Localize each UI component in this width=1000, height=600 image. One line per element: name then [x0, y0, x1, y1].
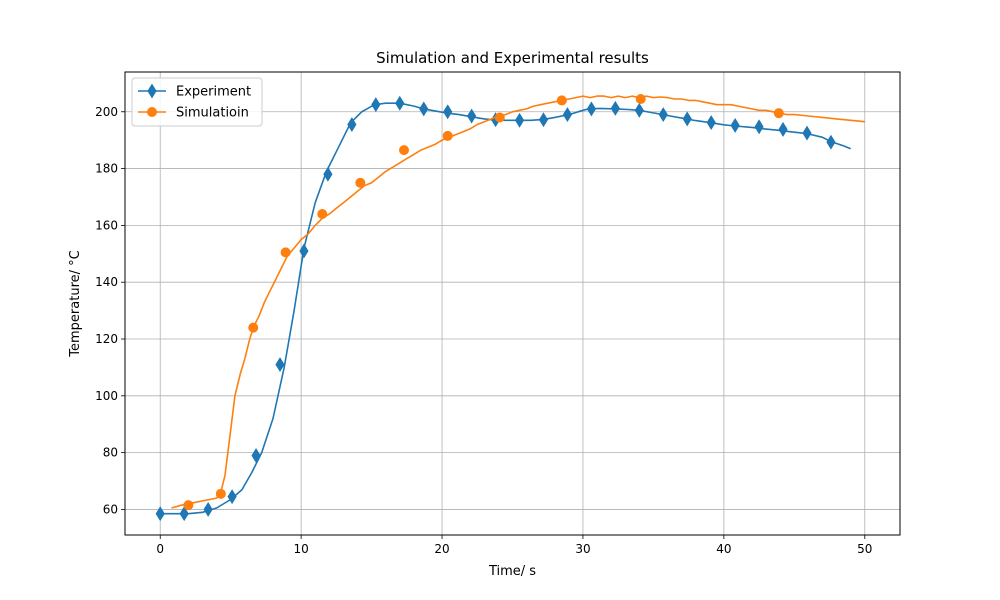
data-point	[299, 243, 309, 259]
y-tick-label: 180	[95, 162, 118, 176]
y-tick-label: 200	[95, 105, 118, 119]
series-1	[171, 93, 865, 511]
data-point	[586, 101, 596, 117]
data-point	[556, 95, 567, 106]
legend: Experiment Simulatioin	[131, 77, 263, 127]
data-point	[514, 112, 525, 128]
x-tick-label: 0	[156, 542, 164, 556]
x-axis-label: Time/ s	[488, 564, 536, 579]
data-point	[538, 112, 549, 128]
y-tick-label: 140	[95, 275, 118, 289]
data-point	[419, 101, 429, 117]
series-layer	[155, 93, 865, 522]
y-tick-label: 100	[95, 389, 118, 403]
data-point	[467, 108, 477, 124]
data-point	[754, 119, 764, 135]
data-point	[730, 117, 740, 133]
chart-title: Simulation and Experimental results	[376, 49, 649, 67]
legend-box	[131, 77, 263, 127]
data-point	[251, 448, 261, 463]
data-point	[610, 100, 620, 116]
data-point	[802, 125, 812, 141]
data-point	[773, 108, 784, 119]
data-point	[443, 104, 453, 120]
x-tick-label: 50	[857, 542, 872, 556]
data-point	[203, 501, 213, 517]
legend-marker	[147, 83, 157, 99]
y-tick-label: 60	[103, 502, 118, 516]
legend-label: Simulatioin	[176, 106, 249, 121]
y-axis-label: Temperature/ °C	[68, 250, 83, 357]
data-point	[635, 93, 646, 104]
data-point	[317, 209, 328, 220]
series-line	[171, 95, 865, 509]
data-point	[826, 134, 836, 150]
x-tick-label: 10	[293, 542, 308, 556]
data-point	[248, 322, 259, 333]
x-tick-label: 30	[575, 542, 590, 556]
data-point	[215, 488, 226, 499]
y-tick-label: 80	[103, 446, 118, 460]
data-point	[442, 130, 453, 141]
legend-label: Experiment	[176, 85, 251, 100]
y-tick-label: 160	[95, 218, 118, 232]
data-point	[658, 107, 668, 123]
data-point	[275, 357, 285, 373]
data-point	[399, 145, 409, 156]
x-tick-label: 40	[716, 542, 731, 556]
legend-marker	[147, 107, 157, 117]
data-point	[227, 489, 237, 505]
data-point	[634, 102, 644, 118]
ticks: 0 10 20 30 40 50 60 80 100 120 140 160 180 200	[95, 105, 872, 556]
x-tick-label: 20	[434, 542, 449, 556]
data-point	[706, 115, 716, 131]
data-point	[347, 117, 357, 133]
data-point	[682, 111, 692, 127]
y-tick-label: 120	[95, 332, 118, 346]
data-point	[494, 112, 505, 123]
data-point	[183, 500, 194, 511]
data-point	[155, 506, 165, 522]
data-point	[179, 506, 189, 522]
data-point	[371, 97, 381, 113]
data-point	[280, 247, 291, 258]
data-point	[562, 107, 573, 123]
data-point	[355, 177, 366, 188]
data-point	[323, 166, 333, 182]
plot-frame	[124, 71, 901, 536]
data-point	[395, 95, 405, 111]
data-point	[778, 121, 788, 137]
